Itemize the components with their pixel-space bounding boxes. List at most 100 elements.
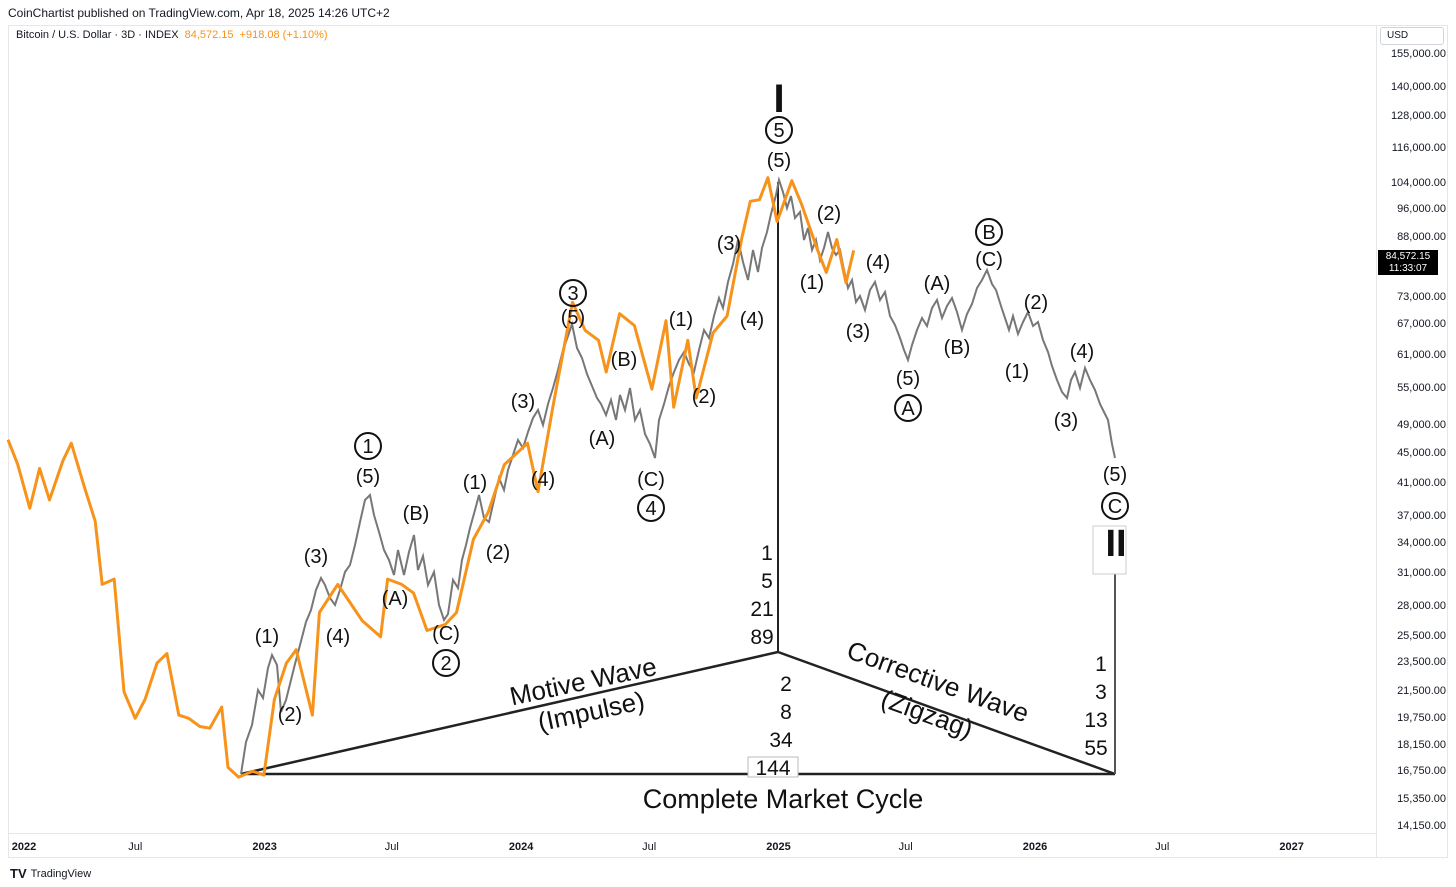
wave-1-circle	[354, 432, 382, 460]
time-axis-label: Jul	[384, 841, 399, 853]
wave-C-sub4: (4)	[1070, 341, 1094, 363]
wave-A-sub3: (3)	[846, 321, 870, 343]
complete-market-cycle-label: Complete Market Cycle	[643, 784, 924, 814]
time-axis-label: 2023	[252, 841, 277, 853]
wave-C-sub3: (3)	[1054, 410, 1078, 432]
last-price-countdown: 11:33:07	[1388, 263, 1428, 274]
wave-labels: I 5 (5) 1 (5) (1) (2) (3) (4) (B) (A) (C…	[255, 77, 1129, 814]
wave-B-subB: (B)	[944, 337, 971, 359]
time-axis-label: 2024	[508, 841, 534, 853]
fib-center-bottom-3: 144	[755, 757, 790, 780]
price-axis-divider	[1376, 25, 1377, 858]
wave-A-sub4: (4)	[866, 252, 890, 274]
wave-2-subB: (B)	[403, 503, 430, 525]
price-axis-label: 41,000.00	[1397, 476, 1446, 489]
fib-right-1: 3	[1095, 681, 1107, 704]
symbol-change: +918.08 (+1.10%)	[239, 29, 328, 41]
wave-4-subB: (B)	[611, 349, 638, 371]
tradingview-brand: TradingView	[30, 867, 92, 880]
wave-A-sub1: (1)	[800, 272, 824, 294]
roman-end-label: II	[1105, 523, 1126, 565]
wave-4-circle	[637, 494, 665, 522]
wave-C-sub1: (1)	[1005, 361, 1029, 383]
wave-3-circle	[559, 279, 587, 307]
wave-2-subC: (C)	[432, 623, 460, 645]
price-axis-label: 21,500.00	[1397, 684, 1446, 697]
fib-center-top-3: 89	[750, 626, 773, 649]
price-axis-label: 96,000.00	[1397, 202, 1446, 215]
fib-center-top-0: 1	[761, 542, 773, 565]
wave-5-sub2: (2)	[692, 386, 716, 408]
wave-3-circle-text: 3	[567, 283, 578, 305]
time-axis-label: Jul	[898, 841, 913, 853]
time-axis-label: 2027	[1279, 841, 1304, 853]
price-axis-label: 14,150.00	[1397, 819, 1446, 832]
fib-center-bottom-2: 34	[769, 729, 793, 752]
price-axis-label: 45,000.00	[1397, 446, 1446, 459]
symbol-price: 84,572.15	[184, 29, 234, 41]
wave-3-sub3: (3)	[511, 391, 535, 413]
price-axis-label: 25,500.00	[1397, 629, 1446, 642]
tradingview-icon: TV	[10, 866, 27, 881]
time-axis-label: Jul	[1155, 841, 1170, 853]
price-axis-label: 88,000.00	[1397, 230, 1446, 243]
symbol-legend[interactable]: Bitcoin / U.S. Dollar · 3D · INDEX 84,572…	[16, 29, 328, 41]
wave-1-sub5: (5)	[356, 466, 380, 488]
price-axis-label: 73,000.00	[1397, 290, 1446, 303]
fib-144-box	[747, 756, 799, 778]
fib-right-3: 55	[1084, 737, 1107, 760]
price-axis-label: 140,000.00	[1390, 81, 1446, 94]
wave-B-subC: (C)	[975, 249, 1003, 271]
wave-1-sub2: (2)	[278, 704, 302, 726]
wave-A-sub5: (5)	[896, 368, 920, 390]
price-axis-label: 49,000.00	[1397, 419, 1446, 432]
price-axis-label: 155,000.00	[1390, 48, 1446, 61]
wave-A-sub2: (2)	[817, 203, 841, 225]
wave-3-sub1: (1)	[463, 472, 487, 494]
price-axis-label: 67,000.00	[1397, 318, 1446, 331]
wave-3-sub5: (5)	[561, 307, 585, 329]
time-axis-label: 2022	[11, 841, 37, 853]
price-axis-label: 116,000.00	[1391, 141, 1446, 154]
btc-price-series	[6, 176, 856, 779]
wave-2-circle-text: 2	[440, 653, 451, 675]
last-price-tag: 84,572.15 11:33:07	[1378, 250, 1438, 275]
wave-5-sub3: (3)	[717, 233, 741, 255]
price-axis-label: 61,000.00	[1397, 348, 1446, 361]
corrective-baseline	[777, 650, 1116, 776]
wave-5-sub4: (4)	[740, 309, 764, 331]
end-marker-box	[1092, 525, 1127, 575]
roman-top-label: I	[773, 77, 784, 121]
publisher-line: CoinChartist published on TradingView.co…	[8, 6, 390, 20]
price-axis-label: 18,150.00	[1397, 739, 1446, 752]
wave-4-circle-text: 4	[645, 498, 656, 520]
time-axis-label: Jul	[128, 841, 143, 853]
wave-B-subA: (A)	[924, 273, 951, 295]
time-axis-divider	[8, 833, 1376, 834]
time-axis-label: 2025	[766, 841, 791, 853]
btc-price-line	[6, 176, 856, 779]
wave-4-subA: (A)	[589, 428, 616, 450]
wave-4-subC: (C)	[637, 469, 665, 491]
last-price-value: 84,572.15	[1385, 251, 1431, 262]
time-axis-label: Jul	[642, 841, 657, 853]
wave-2-circle	[432, 649, 460, 677]
price-axis-label: 104,000.00	[1390, 176, 1446, 189]
symbol-title: Bitcoin / U.S. Dollar · 3D · INDEX	[16, 29, 179, 41]
tradingview-logo[interactable]: TV TradingView	[10, 866, 91, 881]
wave-1-circle-text: 1	[362, 436, 373, 458]
wave-1-sub1: (1)	[255, 626, 279, 648]
price-axis-label: 55,000.00	[1397, 382, 1446, 395]
fib-center-top-1: 5	[761, 570, 773, 593]
currency-button[interactable]: USD	[1380, 27, 1444, 45]
wave-B-circle	[975, 218, 1003, 246]
price-axis-label: 23,500.00	[1397, 656, 1446, 669]
fib-center-bottom-0: 2	[780, 673, 792, 696]
price-axis-label: 31,000.00	[1397, 566, 1446, 579]
price-axis-label: 128,000.00	[1390, 109, 1446, 122]
motive-baseline	[240, 650, 779, 776]
wave-1-sub3: (3)	[304, 546, 328, 568]
wave-3-sub4: (4)	[531, 469, 555, 491]
time-axis-label: 2026	[1022, 841, 1048, 853]
